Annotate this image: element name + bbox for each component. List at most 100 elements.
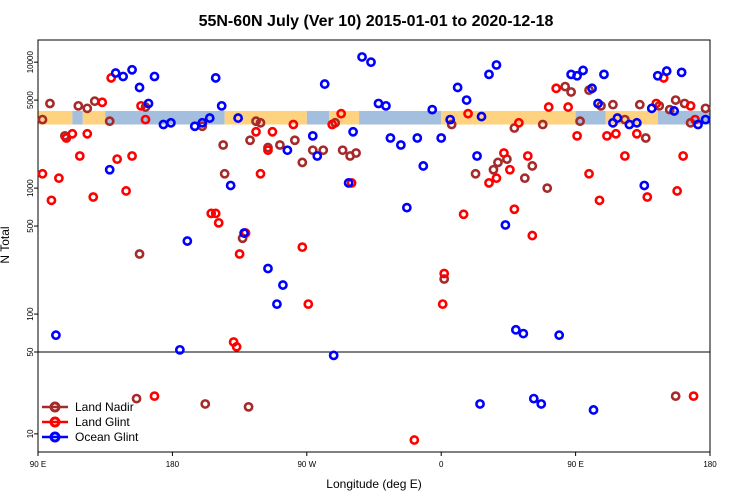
point-land-nadir — [664, 104, 675, 115]
legend-marker-land-nadir — [49, 401, 61, 413]
point-land-glint — [213, 217, 224, 228]
point-ocean-glint — [476, 111, 487, 122]
point-land-nadir — [542, 183, 553, 194]
point-ocean-glint — [572, 70, 582, 81]
point-ocean-glint — [578, 65, 588, 76]
point-land-glint — [127, 151, 137, 161]
point-land-glint — [678, 151, 689, 161]
point-ocean-glint — [381, 100, 391, 111]
band-segment — [105, 110, 150, 125]
point-ocean-glint — [491, 60, 502, 70]
y-tick-label: 1000 — [26, 179, 35, 197]
point-land-nadir — [297, 157, 308, 168]
point-ocean-glint — [445, 114, 456, 125]
point-ocean-glint — [210, 73, 221, 83]
y-axis-label: N Total — [0, 226, 12, 263]
point-ocean-glint — [366, 57, 376, 68]
point-land-nadir — [351, 148, 361, 158]
point-ocean-glint — [418, 161, 429, 171]
point-land-nadir — [470, 168, 481, 179]
point-ocean-glint — [233, 113, 244, 123]
point-land-glint — [572, 130, 582, 141]
point-land-glint — [685, 100, 696, 111]
x-tick-label: 180 — [166, 460, 180, 469]
point-ocean-glint — [278, 280, 288, 290]
legend: Land Nadir Land Glint Ocean Glint — [42, 400, 139, 444]
point-land-glint — [513, 117, 524, 128]
band-segment — [359, 110, 442, 125]
point-land-glint — [88, 192, 99, 202]
point-ocean-glint — [127, 64, 137, 75]
point-ocean-glint — [587, 83, 597, 94]
point-land-glint — [251, 126, 261, 137]
point-land-nadir — [560, 81, 571, 92]
point-ocean-glint — [174, 344, 185, 355]
point-ocean-glint — [412, 133, 423, 143]
point-land-nadir — [73, 100, 84, 111]
point-land-nadir — [219, 168, 230, 179]
point-land-nadir — [37, 114, 48, 125]
point-land-nadir — [608, 99, 618, 110]
point-land-nadir — [634, 99, 645, 110]
y-tick-label: 5000 — [26, 91, 35, 109]
point-ocean-glint — [427, 104, 438, 115]
point-ocean-glint — [216, 100, 227, 111]
point-land-nadir — [82, 103, 93, 114]
point-ocean-glint — [401, 202, 412, 213]
point-ocean-glint — [395, 140, 406, 150]
y-tick-label: 50 — [26, 347, 35, 356]
point-land-nadir — [337, 145, 348, 156]
point-land-nadir — [519, 173, 530, 184]
point-land-nadir — [243, 401, 254, 412]
point-ocean-glint — [554, 330, 565, 341]
y-tick-label: 10 — [26, 429, 35, 438]
point-land-glint — [267, 126, 278, 137]
point-land-glint — [255, 168, 266, 179]
point-ocean-glint — [639, 180, 650, 191]
plot-frame — [37, 39, 711, 453]
point-land-nadir — [255, 117, 266, 128]
point-land-glint — [672, 186, 683, 196]
point-land-glint — [527, 230, 538, 241]
point-ocean-glint — [452, 82, 463, 93]
band-segment — [72, 110, 83, 125]
point-land-nadir — [245, 135, 255, 146]
point-land-glint — [484, 178, 494, 188]
point-ocean-glint — [282, 145, 293, 156]
point-ocean-glint — [652, 70, 663, 81]
point-land-glint — [619, 151, 630, 161]
y-ticks: 100 500 1000 5000 10000 10 50 — [26, 51, 38, 438]
point-ocean-glint — [528, 393, 539, 404]
point-ocean-glint — [461, 95, 472, 105]
point-land-glint — [602, 130, 612, 141]
y-tick-label: 10000 — [26, 51, 35, 74]
point-land-nadir — [446, 119, 457, 130]
point-ocean-glint — [118, 71, 129, 82]
point-ocean-glint — [166, 117, 176, 128]
point-land-glint — [522, 151, 533, 161]
point-land-nadir — [566, 87, 577, 97]
point-ocean-glint — [700, 114, 711, 125]
point-land-nadir — [200, 399, 211, 409]
point-land-glint — [37, 168, 48, 179]
point-ocean-glint — [593, 98, 603, 109]
point-land-glint — [297, 242, 308, 253]
point-ocean-glint — [225, 180, 236, 191]
point-ocean-glint — [436, 133, 447, 143]
point-ocean-glint — [319, 79, 330, 89]
point-land-nadir — [318, 145, 329, 156]
point-land-glint — [439, 268, 450, 279]
point-ocean-glint — [149, 71, 160, 82]
point-land-glint — [206, 208, 217, 219]
point-land-glint — [631, 128, 642, 139]
point-land-glint — [97, 97, 108, 108]
point-land-nadir — [289, 135, 300, 146]
point-ocean-glint — [676, 67, 687, 78]
point-ocean-glint — [197, 117, 208, 128]
point-land-glint — [584, 168, 594, 179]
point-ocean-glint — [312, 151, 323, 161]
x-tick-label: 0 — [439, 460, 444, 469]
point-land-glint — [263, 145, 273, 156]
point-land-glint — [642, 192, 653, 202]
point-ocean-glint — [536, 399, 547, 409]
